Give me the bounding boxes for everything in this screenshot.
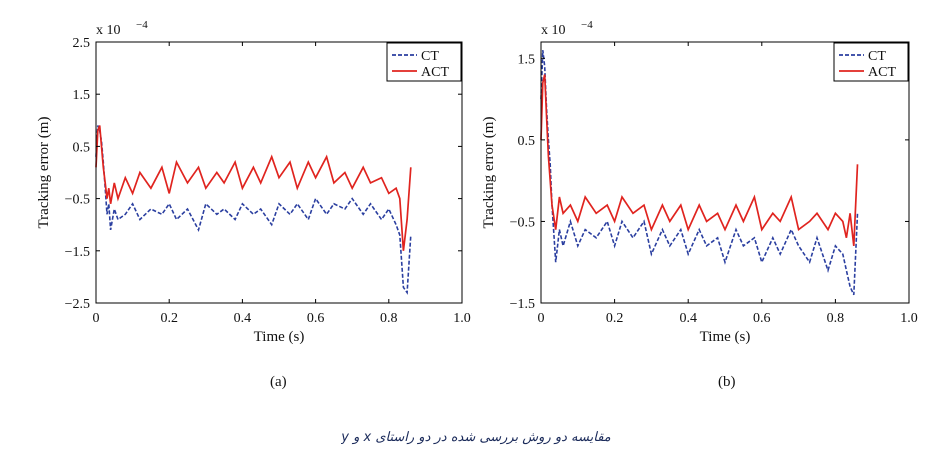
panel-b-xtick-label: 0.4 (679, 311, 697, 326)
panel-a-series-ct (95, 125, 412, 295)
panel-a-exponent-power: −4 (136, 19, 148, 31)
panel-b-xtick-label: 1.0 (900, 311, 918, 326)
panel-b-xtick-label: 0 (538, 311, 545, 326)
panel-a-ytick-label: −2.5 (65, 297, 90, 312)
panel-a-ytick-label: 2.5 (73, 36, 91, 51)
panel-a-plot-frame (95, 41, 463, 304)
panel-a-exponent-label: x 10 (96, 23, 121, 38)
panel-b-xtick-label: 0.2 (606, 311, 624, 326)
panel-b-ytick-label: −1.5 (510, 297, 535, 312)
panel-b-series-act (540, 74, 859, 246)
panel-b-exponent-power: −4 (581, 19, 593, 31)
panel-a-series-act (95, 125, 412, 251)
figure-caption: مقایسه دو روش بررسی شده در دو راستای x و… (341, 430, 611, 445)
panel-a-label: (a) (270, 374, 287, 390)
panel-b-legend-label-act: ACT (868, 65, 896, 80)
panel-a-xtick-label: 1.0 (453, 311, 471, 326)
panel-a-legend-box (386, 42, 462, 82)
panel-b-legend-label-ct: CT (868, 49, 886, 64)
panel-a-xtick-label: 0.2 (160, 311, 178, 326)
panel-b-label: (b) (718, 374, 736, 390)
panel-b-ylabel: Tracking error (m) (481, 117, 497, 229)
panel-b-xtick-label: 0.8 (827, 311, 845, 326)
panel-a-ytick-label: 1.5 (73, 88, 91, 103)
panel-a-xtick-label: 0.4 (234, 311, 252, 326)
panel-b-xlabel: Time (s) (700, 329, 751, 345)
panel-b-plot-frame (540, 41, 910, 304)
panel-b-ytick-label: −0.5 (510, 215, 535, 230)
panel-a-ytick-label: −0.5 (65, 193, 90, 208)
panel-b-ytick-label: 0.5 (518, 134, 536, 149)
panel-b-exponent-label: x 10 (541, 23, 566, 38)
panel-b-ytick-label: 1.5 (518, 52, 536, 67)
panel-a-xtick-label: 0.8 (380, 311, 398, 326)
panel-a-legend-label-ct: CT (421, 49, 439, 64)
panel-a-xtick-label: 0.6 (307, 311, 325, 326)
panel-a-xlabel: Time (s) (254, 329, 305, 345)
panel-a-xtick-label: 0 (93, 311, 100, 326)
panel-b-series-ct (540, 50, 859, 296)
panel-a-ytick-label: −1.5 (65, 245, 90, 260)
panel-a-ytick-label: 0.5 (73, 140, 91, 155)
panel-a-ylabel: Tracking error (m) (36, 117, 52, 229)
panel-a-legend-label-act: ACT (421, 65, 449, 80)
panel-b-xtick-label: 0.6 (753, 311, 771, 326)
panel-b-legend-box (833, 42, 909, 82)
